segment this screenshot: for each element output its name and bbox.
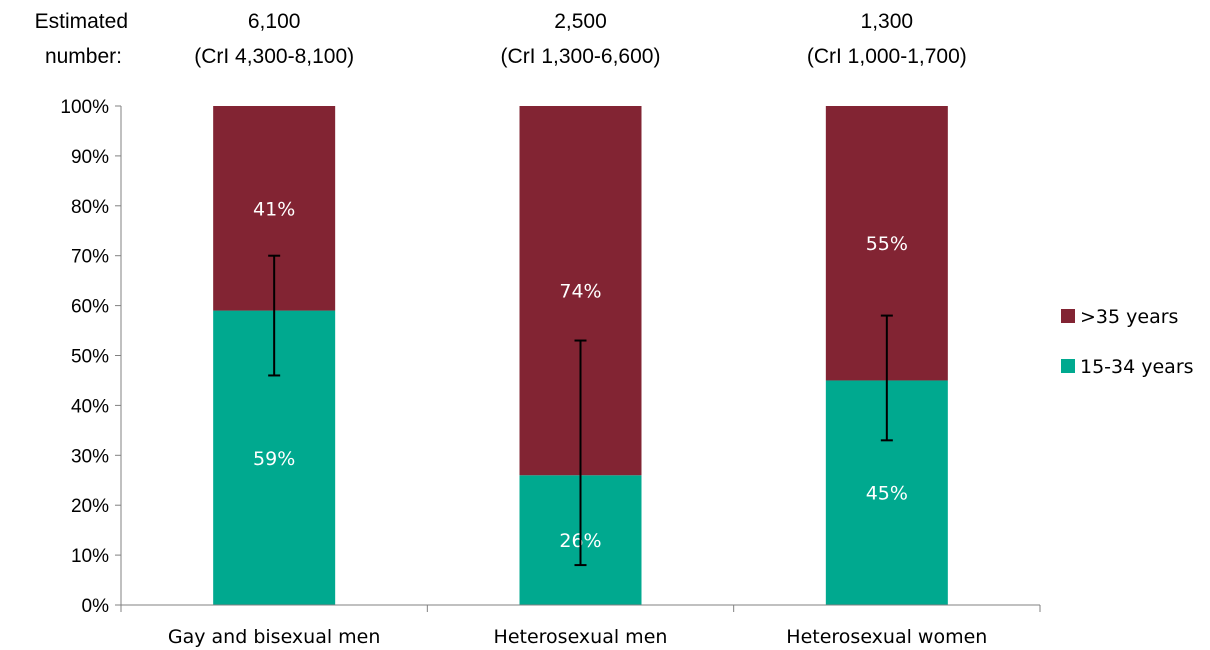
- y-tick-label: 50%: [71, 347, 109, 368]
- x-axis: Gay and bisexual men Heterosexual men Hete…: [120, 604, 1041, 648]
- bar-data-label: 41%: [253, 198, 295, 220]
- y-tick-label: 70%: [71, 247, 109, 268]
- y-tick-label: 40%: [71, 396, 109, 417]
- y-tick-label: 10%: [71, 546, 109, 567]
- estimate-interval: (CrI 1,300-6,600): [501, 45, 661, 68]
- bar-data-label: 59%: [253, 448, 295, 470]
- y-tick-label: 90%: [71, 147, 109, 168]
- estimate-number: 6,100: [248, 10, 301, 33]
- legend: >35 years 15-34 years: [1061, 306, 1194, 378]
- estimate-interval: (CrI 1,000-1,700): [807, 45, 967, 68]
- error-bars-group: [268, 254, 893, 567]
- x-category-label: Heterosexual men: [494, 626, 668, 648]
- y-axis: 0% 10% 20% 30% 40% 50% 60% 70% 80% 90% 100%: [60, 97, 122, 617]
- estimates-group: 6,100 (CrI 4,300-8,100) 2,500 (CrI 1,300-6,…: [194, 10, 967, 68]
- legend-entry: >35 years: [1080, 306, 1178, 328]
- x-category-label: Gay and bisexual men: [168, 626, 381, 648]
- y-tick-label: 20%: [71, 496, 109, 517]
- bar-data-label: 45%: [866, 483, 908, 505]
- x-category-label: Heterosexual women: [786, 626, 987, 648]
- y-tick-label: 30%: [71, 446, 109, 467]
- y-tick-label: 100%: [60, 97, 109, 118]
- estimate-number: 1,300: [861, 10, 914, 33]
- legend-swatch: [1061, 359, 1075, 373]
- legend-entry: 15-34 years: [1080, 356, 1194, 378]
- bar-data-label: 55%: [866, 233, 908, 255]
- estimate-header-line2: number:: [45, 45, 122, 68]
- bar-data-label: 74%: [559, 281, 601, 303]
- y-tick-label: 60%: [71, 297, 109, 318]
- legend-swatch: [1061, 309, 1075, 323]
- estimate-interval: (CrI 4,300-8,100): [194, 45, 354, 68]
- y-tick-label: 80%: [71, 197, 109, 218]
- estimate-header-line1: Estimated: [35, 10, 128, 33]
- estimate-number: 2,500: [554, 10, 607, 33]
- estimate-header: Estimated number:: [35, 10, 128, 68]
- y-tick-label: 0%: [82, 596, 110, 617]
